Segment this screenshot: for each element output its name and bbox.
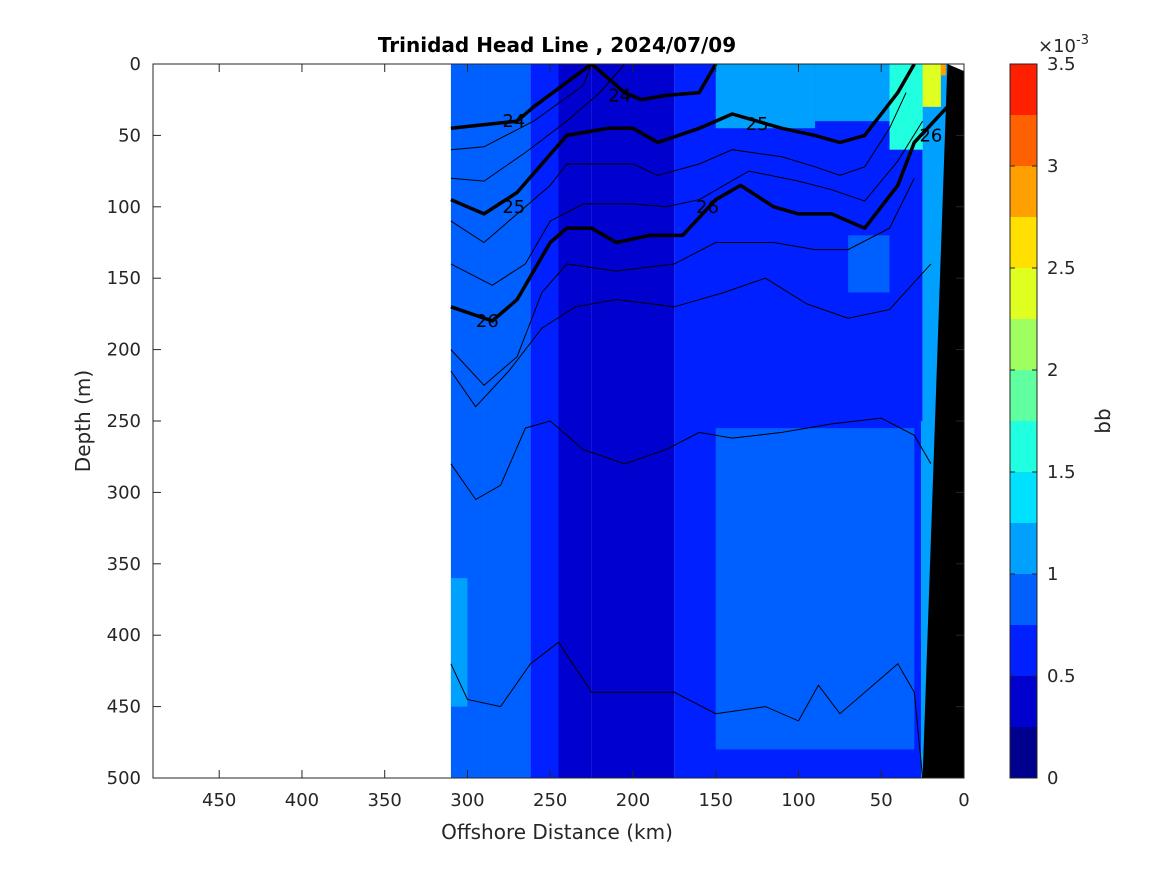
chart-title: Trinidad Head Line , 2024/07/09 [378, 33, 736, 57]
colorbar-swatch [1010, 472, 1037, 523]
contour-label: 26 [919, 125, 942, 146]
colorbar-frame [1009, 63, 1038, 779]
x-tick-label: 400 [285, 790, 319, 811]
thin-isopycnal-layer [450, 64, 932, 778]
colorbar-tick-label: 2.5 [1047, 258, 1076, 279]
contour-label: 26 [476, 311, 499, 332]
field-patch [848, 235, 890, 293]
field-region [530, 64, 559, 778]
x-tick-label: 100 [781, 790, 815, 811]
y-tick-label: 100 [107, 197, 141, 218]
colorbar-swatch [1010, 217, 1037, 268]
x-tick-label: 450 [202, 790, 236, 811]
isopycnal-26-line [450, 105, 949, 323]
field-patch [715, 64, 816, 129]
x-tick-label: 150 [699, 790, 733, 811]
contour-label-layer: 24 24 25 25 26 26 26 [476, 85, 943, 332]
colorbar-swatch [1010, 421, 1037, 472]
thin-isopycnal-line [450, 120, 924, 286]
y-tick-label: 350 [107, 554, 141, 575]
field-patch [450, 578, 468, 707]
y-tick-label: 50 [118, 125, 141, 146]
bottom-topography [922, 64, 964, 778]
x-tick-layer: 450 400 350 300 250 200 150 100 50 0 [202, 64, 970, 811]
field-patch [922, 64, 941, 107]
colorbar-swatch [1010, 268, 1037, 319]
thin-isopycnal-line [450, 263, 932, 408]
field-region [558, 64, 592, 778]
colorbar-swatch [1010, 727, 1037, 778]
thin-isopycnal-line [450, 177, 915, 386]
thin-isopycnal-line [450, 641, 924, 778]
field-patch [815, 64, 890, 122]
contour-label: 26 [696, 197, 719, 218]
x-tick-label: 200 [616, 790, 650, 811]
thin-isopycnal-line [450, 64, 626, 182]
isopycnal-25-line [450, 64, 916, 216]
x-tick-label: 350 [368, 790, 402, 811]
colorbar-swatch [1010, 574, 1037, 625]
colorbar-swatch [1010, 676, 1037, 727]
y-tick-label: 150 [107, 268, 141, 289]
x-tick-label: 0 [958, 790, 969, 811]
y-tick-label: 450 [107, 697, 141, 718]
field-region [591, 64, 675, 778]
field-region [484, 64, 531, 778]
colorbar [1010, 64, 1037, 778]
contour-label: 25 [746, 114, 769, 135]
contour-label: 24 [608, 85, 631, 106]
colorbar-tick-layer: 0 0.5 1 1.5 2 2.5 3 3.5 [1010, 54, 1076, 789]
colorbar-tick-label: 3.5 [1047, 54, 1076, 75]
y-tick-label: 250 [107, 411, 141, 432]
x-tick-label: 250 [533, 790, 567, 811]
y-tick-label: 400 [107, 625, 141, 646]
bold-isopycnal-layer [450, 64, 949, 323]
colorbar-tick-label: 1 [1047, 564, 1058, 585]
thin-isopycnal-line [450, 92, 907, 244]
colorbar-swatch [1010, 64, 1037, 115]
thin-isopycnal-line [450, 417, 932, 501]
field-patch [715, 428, 915, 750]
isopycnal-24-line [450, 64, 718, 131]
colorbar-label: bb [1091, 408, 1115, 433]
colorbar-tick-label: 0.5 [1047, 666, 1076, 687]
thin-isopycnal-line [450, 64, 593, 151]
colorbar-swatch [1010, 115, 1037, 166]
x-axis-label: Offshore Distance (km) [441, 820, 673, 844]
colorbar-swatch [1010, 166, 1037, 217]
x-tick-label: 50 [870, 790, 893, 811]
field-patch [940, 64, 946, 76]
colorbar-exponent: ×10-3 [1038, 33, 1089, 57]
x-tick-label: 300 [450, 790, 484, 811]
y-tick-label: 0 [130, 54, 141, 75]
y-axis-label: Depth (m) [71, 370, 95, 472]
y-tick-label: 200 [107, 340, 141, 361]
contour-label: 24 [502, 111, 525, 132]
bottom-topography-layer [922, 64, 964, 778]
colorbar-swatch [1010, 523, 1037, 574]
colorbar-swatch [1010, 370, 1037, 421]
contour-label: 25 [502, 197, 525, 218]
colorbar-tick-label: 1.5 [1047, 462, 1076, 483]
y-tick-label: 500 [107, 768, 141, 789]
y-tick-label: 300 [107, 482, 141, 503]
y-tick-layer: 0 50 100 150 200 250 300 350 400 450 500 [107, 54, 964, 789]
colorbar-tick-label: 3 [1047, 156, 1058, 177]
colorbar-tick-label: 0 [1047, 768, 1058, 789]
colorbar-tick-label: 2 [1047, 360, 1058, 381]
colorbar-swatch [1010, 625, 1037, 676]
colorbar-swatch [1010, 319, 1037, 370]
